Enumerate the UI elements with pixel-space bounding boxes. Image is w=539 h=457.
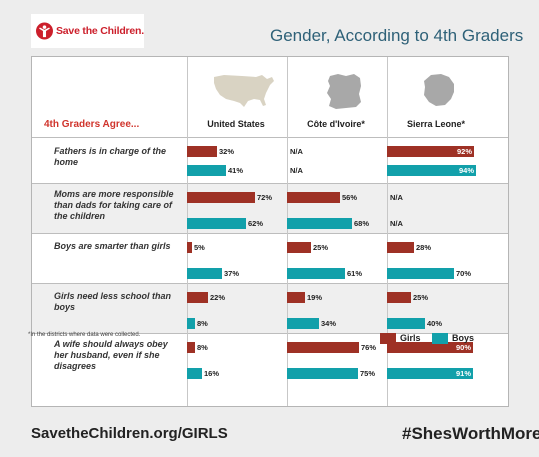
data-label: 72% [257, 193, 273, 202]
save-the-children-logo-icon [36, 22, 53, 40]
data-label: 56% [342, 193, 358, 202]
data-label: 91% [455, 369, 471, 378]
row-statement: Moms are more responsible than dads for … [54, 189, 174, 221]
row-statement: Boys are smarter than girls [54, 241, 171, 251]
data-label: 90% [455, 343, 471, 352]
girls-bar [287, 192, 340, 203]
cote-divoire-map-icon [327, 74, 361, 109]
data-label: 25% [313, 243, 329, 252]
girls-bar [387, 146, 474, 157]
row-statement: Girls need less school than boys [54, 291, 172, 312]
data-label: 76% [361, 343, 377, 352]
data-label: 34% [321, 319, 337, 328]
girls-bar [387, 292, 411, 303]
boys-bar [187, 268, 222, 279]
boys-bar [287, 318, 319, 329]
legend-label-boys: Boys [452, 333, 475, 343]
boys-bar [387, 165, 476, 176]
row-header: 4th Graders Agree... [44, 119, 140, 130]
boys-bar [287, 268, 345, 279]
data-label: 8% [197, 343, 208, 352]
girls-bar [387, 342, 473, 353]
column-header: United States [207, 119, 265, 129]
united-states-map-icon [214, 75, 274, 107]
boys-bar [187, 368, 202, 379]
data-label: 75% [360, 369, 376, 378]
row-divider [32, 137, 508, 138]
data-label: 28% [416, 243, 432, 252]
data-label: 62% [248, 219, 264, 228]
row-statement: Fathers is in charge of the home [54, 146, 167, 167]
girls-bar [287, 292, 305, 303]
column-header: Sierra Leone* [406, 119, 466, 129]
footnote: *In the districts where data were collec… [28, 332, 141, 338]
data-label: 37% [224, 269, 240, 278]
column-header: Côte d'Ivoire* [307, 119, 365, 129]
na-label: N/A [390, 193, 403, 202]
column-divider [287, 57, 288, 406]
footer-hashtag: #ShesWorthMore [402, 424, 539, 443]
row-divider [32, 283, 508, 284]
data-label: 16% [204, 369, 220, 378]
logo-text: Save the Children. [55, 25, 144, 37]
row-band [32, 283, 508, 333]
na-label: N/A [290, 147, 303, 156]
data-label: 68% [354, 219, 370, 228]
row-statement: A wife should always obey her husband, e… [54, 339, 168, 371]
data-label: 8% [197, 319, 208, 328]
boys-bar [187, 318, 195, 329]
data-label: 32% [219, 147, 235, 156]
girls-bar [187, 242, 192, 253]
legend-swatch-boys [432, 333, 448, 344]
girls-bar [187, 146, 217, 157]
column-divider [387, 57, 388, 406]
chart-panel: 4th Graders Agree... United States Côte d… [31, 56, 509, 407]
chart-title: Gender, According to 4th Graders [270, 26, 524, 45]
boys-bar [387, 318, 425, 329]
row-divider [32, 333, 508, 334]
girls-bar [287, 342, 359, 353]
na-label: N/A [390, 219, 403, 228]
girls-bar [287, 242, 311, 253]
column-divider [187, 57, 188, 406]
legend-swatch-girls [380, 333, 396, 344]
data-label: 92% [456, 147, 472, 156]
girls-bar [187, 192, 255, 203]
girls-bar [187, 342, 195, 353]
girls-bar [387, 242, 414, 253]
boys-bar [187, 218, 246, 229]
data-label: 70% [456, 269, 472, 278]
legend-label-girls: Girls [400, 333, 421, 343]
data-label: 22% [210, 293, 226, 302]
girls-bar [187, 292, 208, 303]
save-the-children-logo: Save the Children. [31, 14, 144, 48]
data-label: 25% [413, 293, 429, 302]
boys-bar [287, 218, 352, 229]
row-divider [32, 233, 508, 234]
data-label: 41% [228, 166, 244, 175]
data-label: 19% [307, 293, 323, 302]
boys-bar [387, 368, 473, 379]
row-band [32, 183, 508, 233]
footer-url[interactable]: SavetheChildren.org/GIRLS [31, 425, 228, 442]
boys-bar [187, 165, 226, 176]
na-label: N/A [290, 166, 303, 175]
data-label: 5% [194, 243, 205, 252]
boys-bar [387, 268, 454, 279]
sierra-leone-map-icon [424, 74, 454, 106]
data-label: 94% [458, 166, 474, 175]
data-label: 40% [427, 319, 443, 328]
data-label: 61% [347, 269, 363, 278]
boys-bar [287, 368, 358, 379]
row-divider [32, 183, 508, 184]
